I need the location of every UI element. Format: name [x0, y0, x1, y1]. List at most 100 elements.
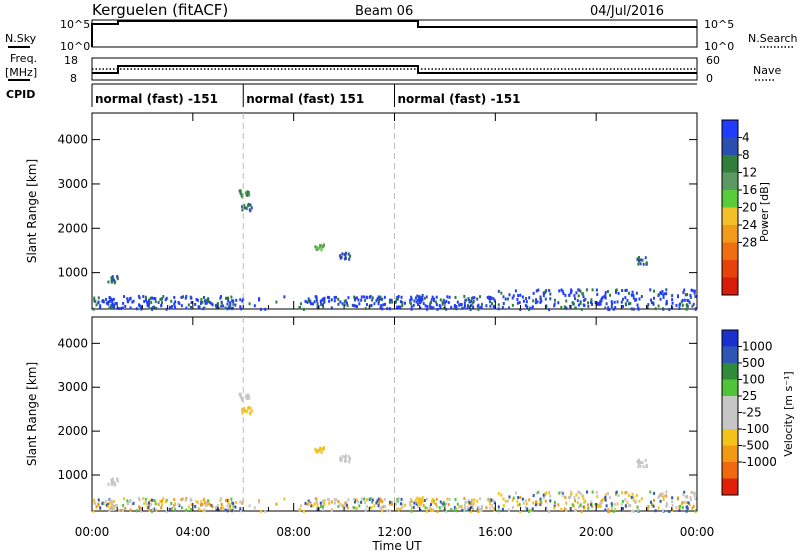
- power-point: [549, 297, 552, 301]
- velocity-point: [453, 506, 456, 510]
- velocity-point: [542, 493, 545, 497]
- velocity-point: [142, 497, 145, 501]
- velocity-point: [545, 506, 548, 510]
- velocity-point: [148, 508, 151, 512]
- velocity-point: [322, 505, 325, 509]
- colorbar-cell: [722, 207, 738, 226]
- velocity-point: [122, 503, 125, 507]
- power-point: [328, 296, 331, 300]
- velocity-point: [661, 509, 664, 513]
- power-point: [230, 295, 233, 299]
- power-point: [435, 303, 438, 307]
- power-point: [111, 298, 114, 302]
- power-point: [219, 296, 222, 300]
- colorbar-cell: [722, 396, 738, 413]
- power-point: [401, 301, 404, 305]
- power-point: [458, 303, 461, 307]
- power-yticks: 1000 2000 3000 4000: [57, 133, 697, 280]
- power-point: [604, 293, 607, 297]
- power-point: [414, 296, 417, 300]
- velocity-point: [113, 483, 116, 487]
- power-point: [583, 299, 586, 303]
- velocity-point: [249, 406, 252, 410]
- power-point: [479, 295, 482, 299]
- power-point: [580, 307, 583, 311]
- velocity-point: [201, 502, 204, 506]
- power-point: [409, 300, 412, 304]
- power-point: [343, 252, 346, 256]
- velocity-point: [432, 508, 435, 512]
- power-point: [540, 299, 543, 303]
- power-point: [344, 299, 347, 303]
- velocity-point: [304, 501, 307, 505]
- velocity-point: [480, 504, 483, 508]
- velocity-point: [688, 503, 691, 507]
- velocity-point: [485, 506, 488, 510]
- power-point: [135, 307, 138, 311]
- power-point: [302, 307, 305, 311]
- power-point: [320, 301, 323, 305]
- colorbar-tick-label: 8: [742, 148, 750, 162]
- power-point: [326, 295, 329, 299]
- velocity-point: [639, 460, 642, 464]
- velocity-point: [682, 493, 685, 497]
- velocity-point: [597, 505, 600, 509]
- velocity-point: [137, 496, 140, 500]
- velocity-point: [165, 498, 168, 502]
- velocity-point: [658, 495, 661, 499]
- velocity-point: [558, 491, 561, 495]
- power-point: [201, 300, 204, 304]
- velocity-point: [614, 508, 617, 512]
- power-point: [106, 300, 109, 304]
- velocity-point: [320, 505, 323, 509]
- velocity-point: [224, 498, 227, 502]
- velocity-yticks: 1000 2000 3000 4000: [57, 336, 697, 482]
- power-point: [497, 307, 500, 311]
- colorbar-cell: [722, 330, 738, 347]
- velocity-point: [391, 502, 394, 506]
- power-point: [152, 305, 155, 309]
- velocity-point: [360, 500, 363, 504]
- velocity-point: [425, 509, 428, 513]
- velocity-point: [576, 501, 579, 505]
- power-point: [678, 306, 681, 310]
- velocity-point: [548, 510, 551, 514]
- velocity-point: [581, 494, 584, 498]
- velocity-point: [689, 496, 692, 500]
- power-point: [227, 299, 230, 303]
- power-point: [682, 290, 685, 294]
- velocity-point: [632, 509, 635, 513]
- power-point: [560, 305, 563, 309]
- power-point: [605, 302, 608, 306]
- colorbar-tick-label: 500: [742, 356, 765, 370]
- velocity-point: [580, 509, 583, 513]
- power-point: [159, 297, 162, 301]
- power-point: [241, 208, 244, 212]
- colorbar-cell: [722, 242, 738, 261]
- power-point: [239, 189, 242, 193]
- velocity-point: [335, 498, 338, 502]
- velocity-point: [109, 498, 112, 502]
- velocity-point: [380, 506, 383, 510]
- velocity-point: [573, 496, 576, 500]
- power-point: [364, 307, 367, 311]
- velocity-point: [198, 507, 201, 511]
- velocity-point: [145, 500, 148, 504]
- power-point: [577, 294, 580, 298]
- power-point: [565, 306, 568, 310]
- velocity-point: [595, 490, 598, 494]
- power-point: [319, 299, 322, 303]
- power-point: [264, 307, 267, 311]
- velocity-point: [425, 497, 428, 501]
- velocity-point: [604, 498, 607, 502]
- power-point: [202, 295, 205, 299]
- power-point: [438, 304, 441, 308]
- power-point: [195, 297, 198, 301]
- power-point: [466, 304, 469, 308]
- velocity-point: [299, 504, 302, 508]
- velocity-point: [224, 508, 227, 512]
- velocity-point: [659, 499, 662, 503]
- power-point: [241, 299, 244, 303]
- velocity-point: [439, 507, 442, 511]
- power-point: [432, 299, 435, 303]
